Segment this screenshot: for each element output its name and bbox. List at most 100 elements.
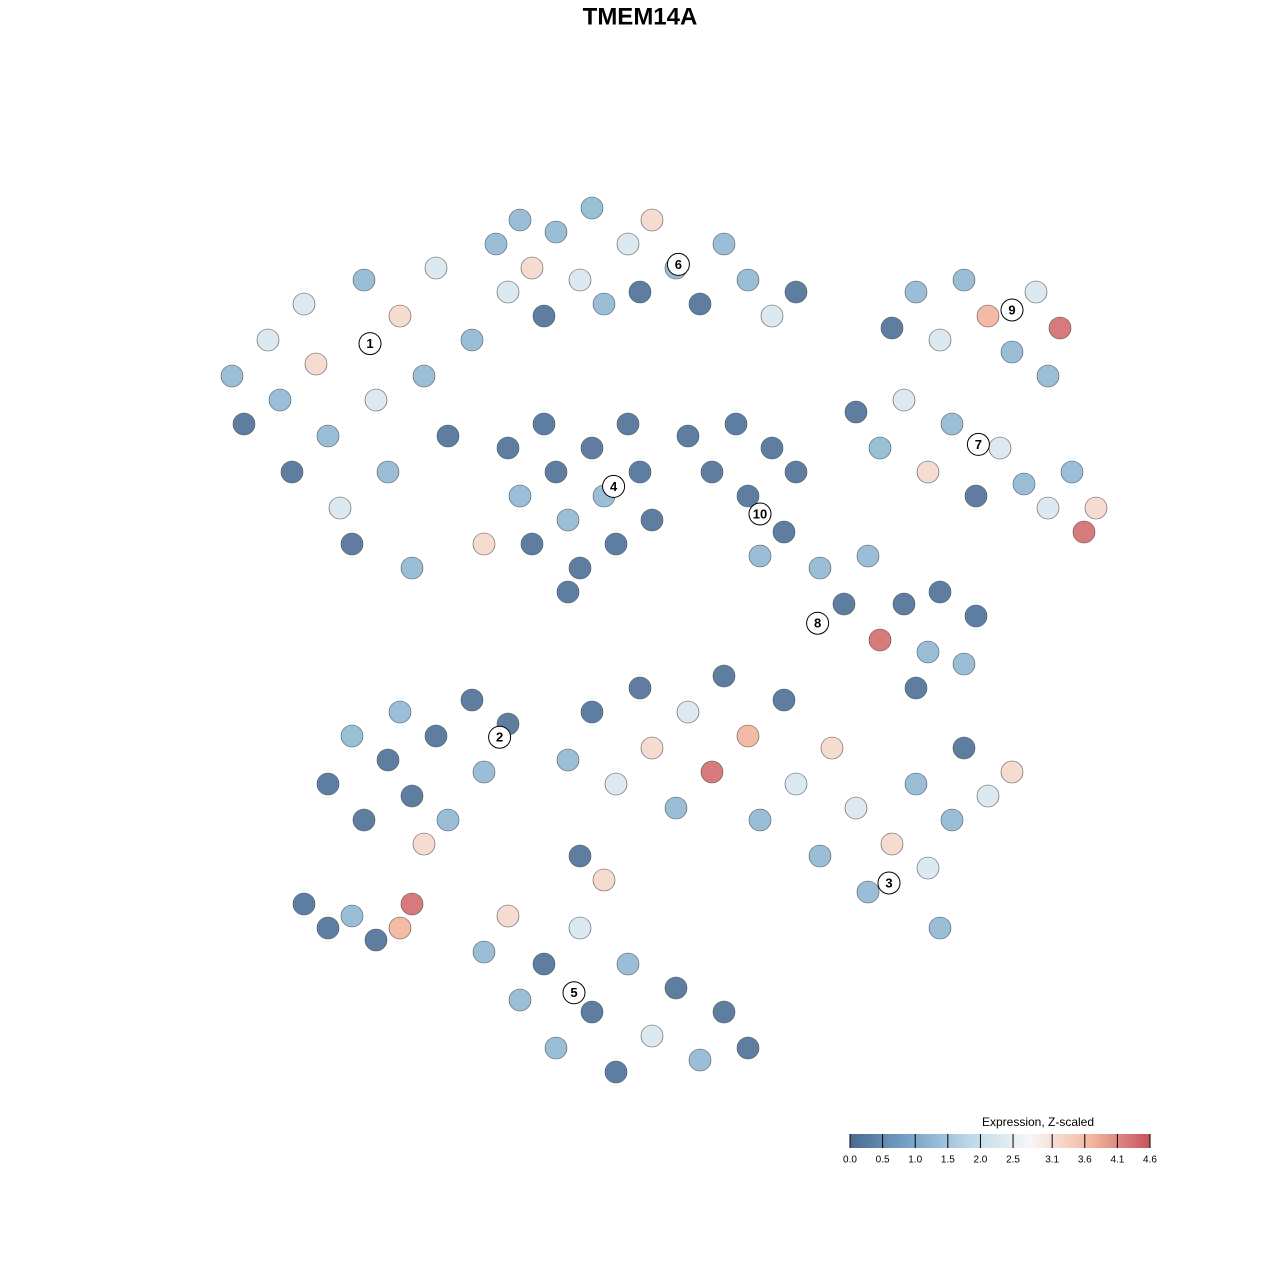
cell-point: [556, 748, 580, 772]
cell-point: [688, 1048, 712, 1072]
cell-point: [388, 700, 412, 724]
colorbar-tick-label: 1.5: [941, 1155, 955, 1166]
cell-point: [604, 532, 628, 556]
cell-point: [1060, 460, 1084, 484]
cell-point: [376, 748, 400, 772]
cell-point: [556, 580, 580, 604]
cell-point: [472, 760, 496, 784]
cell-point: [232, 412, 256, 436]
cell-point: [736, 724, 760, 748]
chart-title: TMEM14A: [583, 3, 698, 30]
cell-point: [976, 784, 1000, 808]
cell-point: [976, 304, 1000, 328]
cluster-label: 9: [1008, 302, 1015, 317]
cell-point: [532, 304, 556, 328]
cell-point: [496, 436, 520, 460]
cluster-marker: [1000, 298, 1024, 322]
cell-point: [1084, 496, 1108, 520]
cell-point: [640, 208, 664, 232]
cell-point: [412, 832, 436, 856]
cell-point: [928, 916, 952, 940]
cell-point: [904, 280, 928, 304]
cell-point: [808, 844, 832, 868]
cell-point: [544, 460, 568, 484]
cell-point: [676, 700, 700, 724]
cell-point: [460, 688, 484, 712]
cell-point: [472, 940, 496, 964]
cell-point: [748, 808, 772, 832]
cell-point: [220, 364, 244, 388]
cell-point: [544, 220, 568, 244]
cell-point: [628, 460, 652, 484]
cell-point: [628, 280, 652, 304]
colorbar-tick-label: 2.0: [973, 1155, 987, 1166]
cluster-marker: [488, 725, 512, 749]
cluster-marker: [877, 871, 901, 895]
cell-point: [904, 676, 928, 700]
cell-point: [1072, 520, 1096, 544]
cell-point: [592, 868, 616, 892]
cell-point: [760, 304, 784, 328]
cell-point: [340, 532, 364, 556]
cell-point: [892, 592, 916, 616]
cell-point: [712, 232, 736, 256]
cell-point: [508, 484, 532, 508]
cell-point: [316, 772, 340, 796]
cell-point: [640, 1024, 664, 1048]
cell-point: [760, 436, 784, 460]
colorbar-tick-label: 0.5: [876, 1155, 890, 1166]
cell-point: [916, 640, 940, 664]
cell-point: [748, 544, 772, 568]
cell-point: [988, 436, 1012, 460]
cell-point: [592, 292, 616, 316]
cell-point: [580, 700, 604, 724]
cell-point: [364, 388, 388, 412]
cell-point: [856, 544, 880, 568]
cell-point: [700, 760, 724, 784]
cell-point: [676, 424, 700, 448]
cluster-label: 5: [570, 985, 577, 1000]
cell-point: [916, 460, 940, 484]
cell-point: [292, 292, 316, 316]
cell-point: [496, 904, 520, 928]
cell-point: [916, 856, 940, 880]
cell-point: [952, 736, 976, 760]
cell-point: [388, 304, 412, 328]
cell-point: [436, 424, 460, 448]
colorbar: [850, 1134, 1150, 1148]
cell-point: [556, 508, 580, 532]
cell-point: [472, 532, 496, 556]
cell-point: [904, 772, 928, 796]
cell-point: [400, 892, 424, 916]
cell-point: [1000, 760, 1024, 784]
cell-point: [664, 796, 688, 820]
cell-point: [616, 232, 640, 256]
cell-point: [424, 256, 448, 280]
cluster-marker: [666, 252, 690, 276]
cell-point: [460, 328, 484, 352]
cluster-label: 8: [814, 616, 821, 631]
cell-point: [268, 388, 292, 412]
cell-point: [388, 916, 412, 940]
cell-point: [340, 904, 364, 928]
cell-point: [568, 556, 592, 580]
cell-point: [772, 520, 796, 544]
cell-point: [520, 256, 544, 280]
cell-point: [364, 928, 388, 952]
cluster-marker: [806, 611, 830, 635]
cell-point: [700, 460, 724, 484]
cell-point: [712, 664, 736, 688]
cluster-label: 7: [975, 437, 982, 452]
cell-point: [880, 316, 904, 340]
cell-point: [844, 796, 868, 820]
cell-point: [352, 268, 376, 292]
cell-point: [628, 676, 652, 700]
cluster-label: 6: [675, 257, 682, 272]
cluster-label: 3: [885, 875, 892, 890]
cell-point: [892, 388, 916, 412]
cluster-label: 4: [610, 479, 618, 494]
cluster-marker: [966, 432, 990, 456]
cell-point: [688, 292, 712, 316]
cluster-marker: [562, 981, 586, 1005]
